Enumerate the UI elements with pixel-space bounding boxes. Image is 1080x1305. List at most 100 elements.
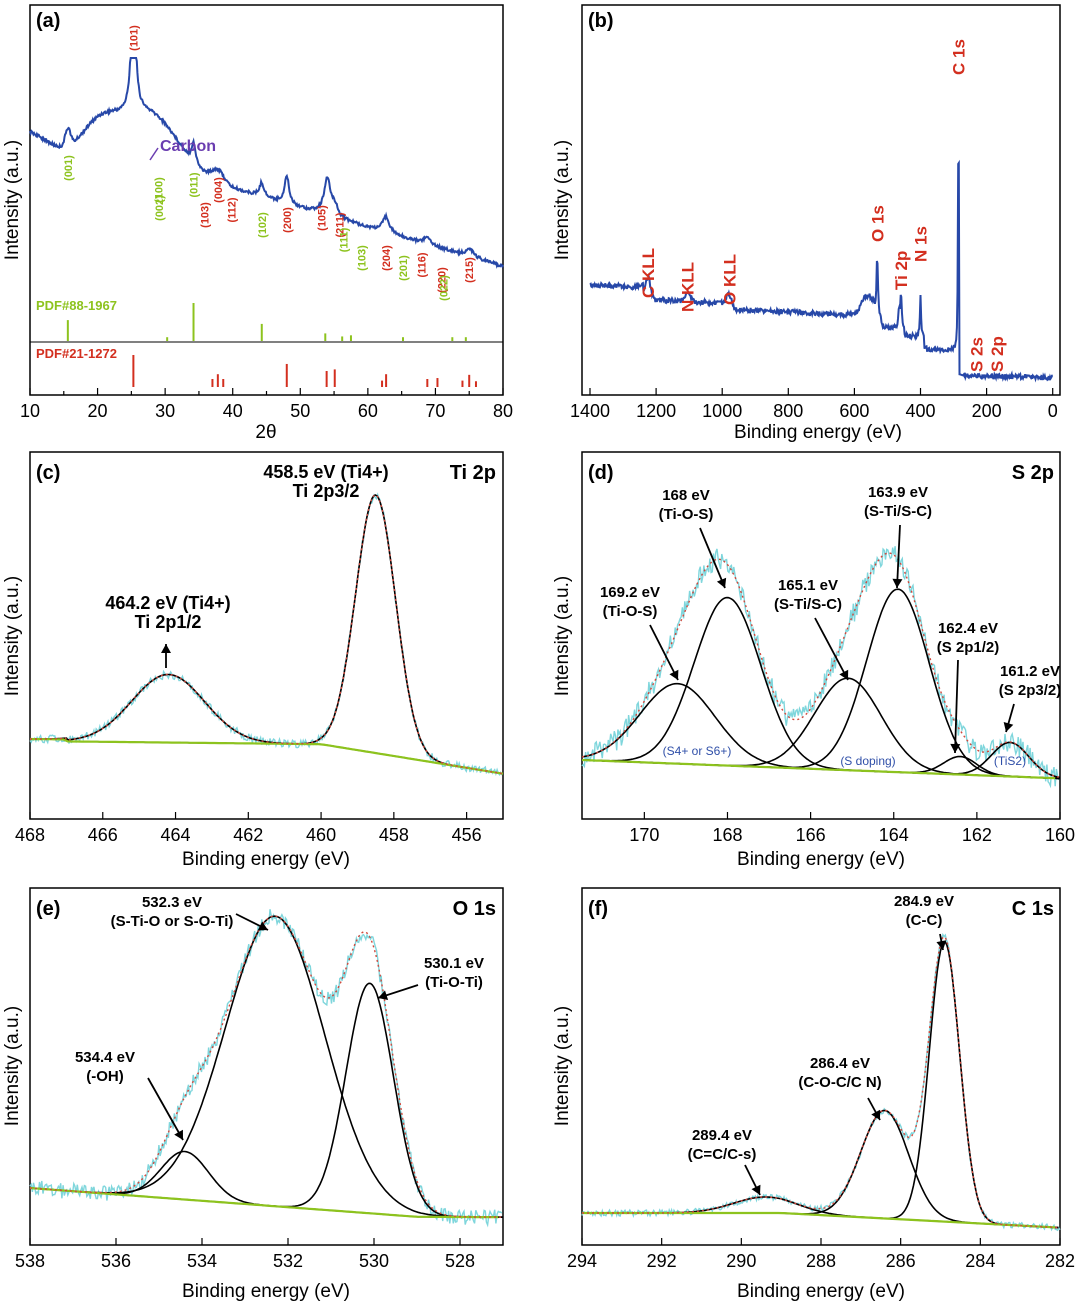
hkl-red-label: (101) bbox=[128, 25, 140, 51]
x-tick-label: 530 bbox=[359, 1251, 389, 1271]
panel-c-curves bbox=[29, 492, 504, 777]
xps-peak-label: S 2p bbox=[988, 336, 1007, 372]
x-tick-label: 460 bbox=[306, 825, 336, 845]
panel-e-ylabel: Intensity (a.u.) bbox=[2, 1006, 23, 1126]
panel-f-annotations: 289.4 eV (C=C/C-s) 286.4 eV (C-O-C/C N) 284.… bbox=[688, 893, 954, 1196]
panel-d-ticks: 170 168 166 164 162 160 bbox=[629, 812, 1075, 845]
component-assignment-label: (Ti-O-S) bbox=[603, 603, 658, 620]
component-assignment-label: (C-C) bbox=[906, 912, 943, 929]
component-assignment-label: Ti 2p3/2 bbox=[293, 481, 360, 501]
panel-c-xlabel: Binding energy (eV) bbox=[182, 849, 350, 870]
x-tick-label: 290 bbox=[726, 1251, 756, 1271]
raw-data-trace bbox=[29, 492, 503, 777]
panel-d-s2p: (d) S 2p Intensity (a.u.) Binding energy… bbox=[552, 451, 1075, 870]
x-tick-label: 10 bbox=[20, 401, 40, 421]
component-energy-label: 458.5 eV (Ti4+) bbox=[263, 462, 388, 482]
fit-envelope bbox=[581, 552, 1059, 778]
component-energy-label: 464.2 eV (Ti4+) bbox=[105, 593, 230, 613]
group-label: (S doping) bbox=[840, 754, 895, 768]
annotation-arrow-head bbox=[257, 921, 268, 931]
x-tick-label: 168 bbox=[712, 825, 742, 845]
panel-b-survey-curve bbox=[589, 159, 1054, 383]
annotation-arrow-head bbox=[174, 1129, 183, 1140]
component-energy-label: 286.4 eV bbox=[810, 1055, 870, 1072]
component-assignment-label: Ti 2p1/2 bbox=[135, 612, 202, 632]
x-tick-label: 292 bbox=[647, 1251, 677, 1271]
panel-c-title: Ti 2p bbox=[450, 462, 496, 484]
hkl-green-label: (102) bbox=[257, 212, 269, 238]
fit-envelope bbox=[29, 915, 502, 1218]
panel-c-ticks: 468 466 464 462 460 458 456 bbox=[15, 812, 482, 845]
annotation-arrow-head bbox=[950, 743, 961, 753]
xps-peak-label: O 1s bbox=[869, 205, 888, 242]
hkl-green-label: (103) bbox=[357, 245, 369, 271]
x-tick-label: 458 bbox=[379, 825, 409, 845]
x-tick-label: 400 bbox=[905, 401, 935, 421]
hkl-red-label: (105) bbox=[317, 205, 329, 231]
hkl-red-label: (215) bbox=[464, 257, 476, 283]
x-tick-label: 468 bbox=[15, 825, 45, 845]
panel-d-title: S 2p bbox=[1012, 462, 1054, 484]
panel-a-ticks: 10 20 30 40 50 60 70 80 bbox=[20, 388, 513, 421]
group-label: (S4+ or S6+) bbox=[663, 744, 732, 758]
x-tick-label: 600 bbox=[839, 401, 869, 421]
raw-data-trace bbox=[581, 546, 1060, 789]
hkl-green-label: (201) bbox=[398, 255, 410, 281]
hkl-red-label: (220) bbox=[436, 267, 448, 293]
component-energy-label: 161.2 eV bbox=[1000, 663, 1060, 680]
component-assignment-label: (S 2p3/2) bbox=[999, 682, 1062, 699]
component-energy-label: 165.1 eV bbox=[778, 577, 838, 594]
annotation-arrow-line bbox=[649, 624, 679, 681]
x-tick-label: 166 bbox=[796, 825, 826, 845]
x-tick-label: 30 bbox=[155, 401, 175, 421]
x-tick-label: 70 bbox=[425, 401, 445, 421]
x-tick-label: 80 bbox=[493, 401, 513, 421]
panel-a-label: (a) bbox=[36, 10, 60, 32]
x-tick-label: 464 bbox=[161, 825, 191, 845]
fit-envelope bbox=[582, 935, 1061, 1229]
component-assignment-label: (C=C/C-s) bbox=[688, 1146, 757, 1163]
background-line bbox=[29, 737, 504, 775]
x-tick-label: 800 bbox=[773, 401, 803, 421]
hkl-green-label: (100) bbox=[153, 177, 165, 203]
component-assignment-label: (S-Ti/S-C) bbox=[774, 596, 842, 613]
hkl-green-label: (002) bbox=[154, 195, 166, 221]
x-tick-label: 1400 bbox=[570, 401, 610, 421]
x-tick-label: 462 bbox=[233, 825, 263, 845]
annotation-arrow-head bbox=[716, 577, 727, 588]
component-energy-label: 162.4 eV bbox=[938, 620, 998, 637]
x-tick-label: 1200 bbox=[636, 401, 676, 421]
panel-f-title: C 1s bbox=[1012, 898, 1054, 920]
x-tick-label: 536 bbox=[101, 1251, 131, 1271]
x-tick-label: 294 bbox=[567, 1251, 597, 1271]
background-line bbox=[582, 1211, 1056, 1229]
xps-peak-label: N KLL bbox=[678, 262, 697, 312]
annotation-arrow-head bbox=[936, 940, 947, 950]
panel-a-peak-labels: (101)(103)(004)(112) (200) (105) (211)(204)… bbox=[63, 25, 476, 301]
panel-e-curves bbox=[29, 909, 503, 1228]
fit-component bbox=[29, 982, 503, 1218]
panel-c-annotations: 464.2 eV (Ti4+)Ti 2p1/2 458.5 eV (Ti4+)Ti… bbox=[105, 462, 389, 668]
x-tick-label: 528 bbox=[445, 1251, 475, 1271]
x-tick-label: 50 bbox=[290, 401, 310, 421]
panel-e-frame bbox=[29, 887, 504, 1246]
x-tick-label: 288 bbox=[806, 1251, 836, 1271]
annotation-arrow-head bbox=[751, 1184, 761, 1195]
panel-a-xrd: (a) Intensity (a.u.) 2θ 10 20 30 40 50 60 70 80… bbox=[2, 4, 513, 443]
x-tick-label: 532 bbox=[273, 1251, 303, 1271]
x-tick-label: 40 bbox=[223, 401, 243, 421]
component-assignment-label: (S-Ti/S-C) bbox=[864, 503, 932, 520]
component-assignment-label: (S 2p1/2) bbox=[937, 639, 1000, 656]
panel-c-frame bbox=[29, 451, 504, 820]
ref-green-label: PDF#88-1967 bbox=[36, 298, 117, 313]
hkl-red-label: (112) bbox=[226, 197, 238, 222]
annotation-arrow-line bbox=[896, 524, 901, 589]
background-line bbox=[29, 1186, 499, 1219]
raw-data-trace bbox=[29, 909, 503, 1228]
xps-peak-label: S 2s bbox=[968, 337, 987, 372]
hkl-red-label: (200) bbox=[282, 207, 294, 233]
annotation-arrow-line bbox=[699, 527, 726, 589]
component-energy-label: 284.9 eV bbox=[894, 893, 954, 910]
